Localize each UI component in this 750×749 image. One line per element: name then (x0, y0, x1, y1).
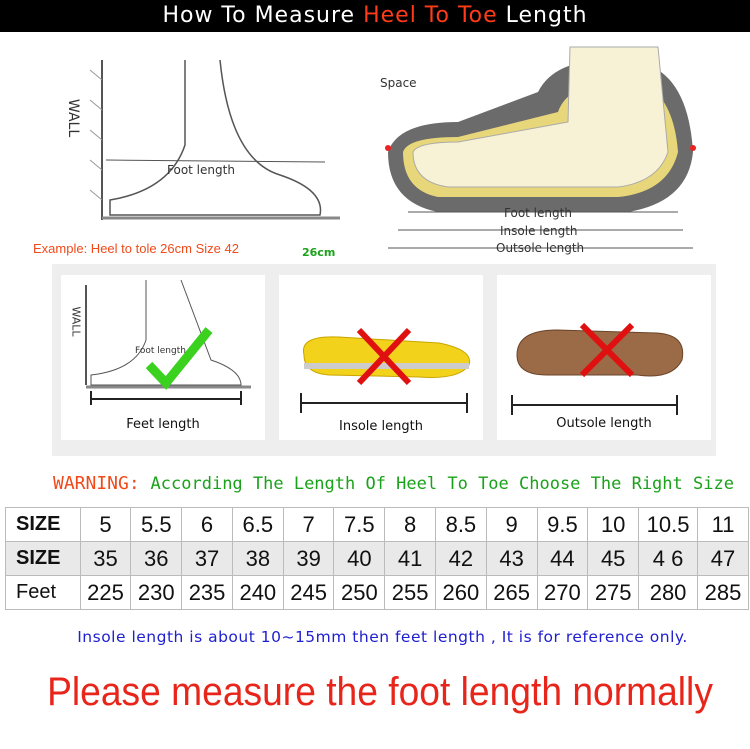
example-text: Example: Heel to tole 26cm Size 42 (33, 241, 239, 256)
table-row: SIZE 35 36 37 38 39 40 41 42 43 44 45 4 6 47 (5, 541, 749, 576)
table-cell: 11 (697, 507, 749, 542)
table-cell: 45 (587, 541, 640, 576)
feet-length-card: WALL Foot length Feet length (61, 275, 265, 440)
space-label: Space (380, 76, 417, 90)
table-cell: 275 (587, 575, 640, 610)
insole-cross-drawing (300, 327, 471, 413)
foot-length-label: Foot length (504, 206, 572, 220)
card-label: Insole length (339, 419, 423, 434)
table-cell: 35 (79, 541, 132, 576)
table-cell: 43 (485, 541, 538, 576)
table-cell: 39 (282, 541, 335, 576)
table-cell: 37 (181, 541, 233, 576)
wall-label: WALL (65, 98, 82, 138)
warning-text: According The Length Of Heel To Toe Choo… (150, 474, 734, 494)
table-cell: 9 (485, 507, 538, 542)
table-cell: 7.5 (333, 507, 386, 542)
table-cell: 10.5 (638, 507, 699, 542)
table-cell: 4 6 (638, 541, 699, 576)
row-header: Feet (5, 575, 81, 610)
table-cell: 240 (231, 575, 284, 610)
table-cell: 42 (435, 541, 487, 576)
size-table: SIZE 5 5.5 6 6.5 7 7.5 8 8.5 9 9.5 10 10.5 11 SIZE 35 36… (5, 507, 749, 610)
table-cell: 230 (130, 575, 183, 610)
table-cell: 260 (435, 575, 487, 610)
table-cell: 265 (485, 575, 538, 610)
insole-length-card: Insole length (279, 275, 483, 440)
foot-length-label: Foot length (167, 163, 235, 177)
table-cell: 6.5 (231, 507, 284, 542)
insole-length-label: Insole length (500, 224, 578, 238)
outsole-cross-drawing (511, 322, 684, 415)
shoe-cross-section: Space Foot length Insole length Outsole … (378, 42, 708, 262)
table-cell: 8 (384, 507, 436, 542)
outsole-length-card: Outsole length (497, 275, 711, 440)
cm-label: 26cm (302, 246, 336, 259)
table-cell: 41 (384, 541, 436, 576)
table-cell: 6 (181, 507, 233, 542)
table-cell: 47 (697, 541, 749, 576)
table-cell: 270 (536, 575, 589, 610)
warning-line: WARNING: According The Length Of Heel To… (53, 473, 734, 494)
check-icon (145, 327, 213, 390)
table-cell: 225 (79, 575, 132, 610)
table-cell: 10 (587, 507, 640, 542)
table-cell: 255 (384, 575, 436, 610)
table-cell: 235 (181, 575, 233, 610)
table-cell: 5.5 (130, 507, 183, 542)
table-cell: 7 (282, 507, 335, 542)
table-cell: 40 (333, 541, 386, 576)
table-cell: 245 (282, 575, 335, 610)
outsole-length-label: Outsole length (496, 241, 585, 255)
table-cell: 8.5 (435, 507, 487, 542)
reference-note: Insole length is about 10~15mm then feet… (77, 628, 688, 646)
page-title: How To Measure Heel To Toe Length (0, 0, 750, 32)
table-cell: 36 (130, 541, 183, 576)
table-cell: 280 (638, 575, 699, 610)
table-row: SIZE 5 5.5 6 6.5 7 7.5 8 8.5 9 9.5 10 10.5 11 (5, 507, 749, 542)
card-label: Feet length (126, 417, 200, 432)
table-cell: 38 (231, 541, 284, 576)
wall-label: WALL (69, 306, 83, 337)
table-cell: 44 (536, 541, 589, 576)
row-header: SIZE (5, 541, 81, 576)
footer-text: Please measure the foot length normally (47, 670, 713, 714)
row-header: SIZE (5, 507, 81, 542)
warning-label: WARNING: (53, 473, 140, 494)
table-cell: 250 (333, 575, 386, 610)
table-row: Feet 225 230 235 240 245 250 255 260 265 270 275 280… (5, 575, 749, 610)
shoe-drawing (385, 46, 696, 249)
foot-drawing (89, 59, 340, 220)
foot-check-drawing (85, 279, 251, 407)
table-cell: 9.5 (536, 507, 589, 542)
cross-icon (579, 322, 635, 378)
card-label: Outsole length (556, 416, 652, 431)
foot-wall-illustration: WALL Foot length (50, 50, 370, 260)
cross-icon (356, 327, 412, 386)
table-cell: 5 (79, 507, 132, 542)
foot-length-label: Foot length (135, 346, 186, 356)
table-cell: 285 (697, 575, 749, 610)
